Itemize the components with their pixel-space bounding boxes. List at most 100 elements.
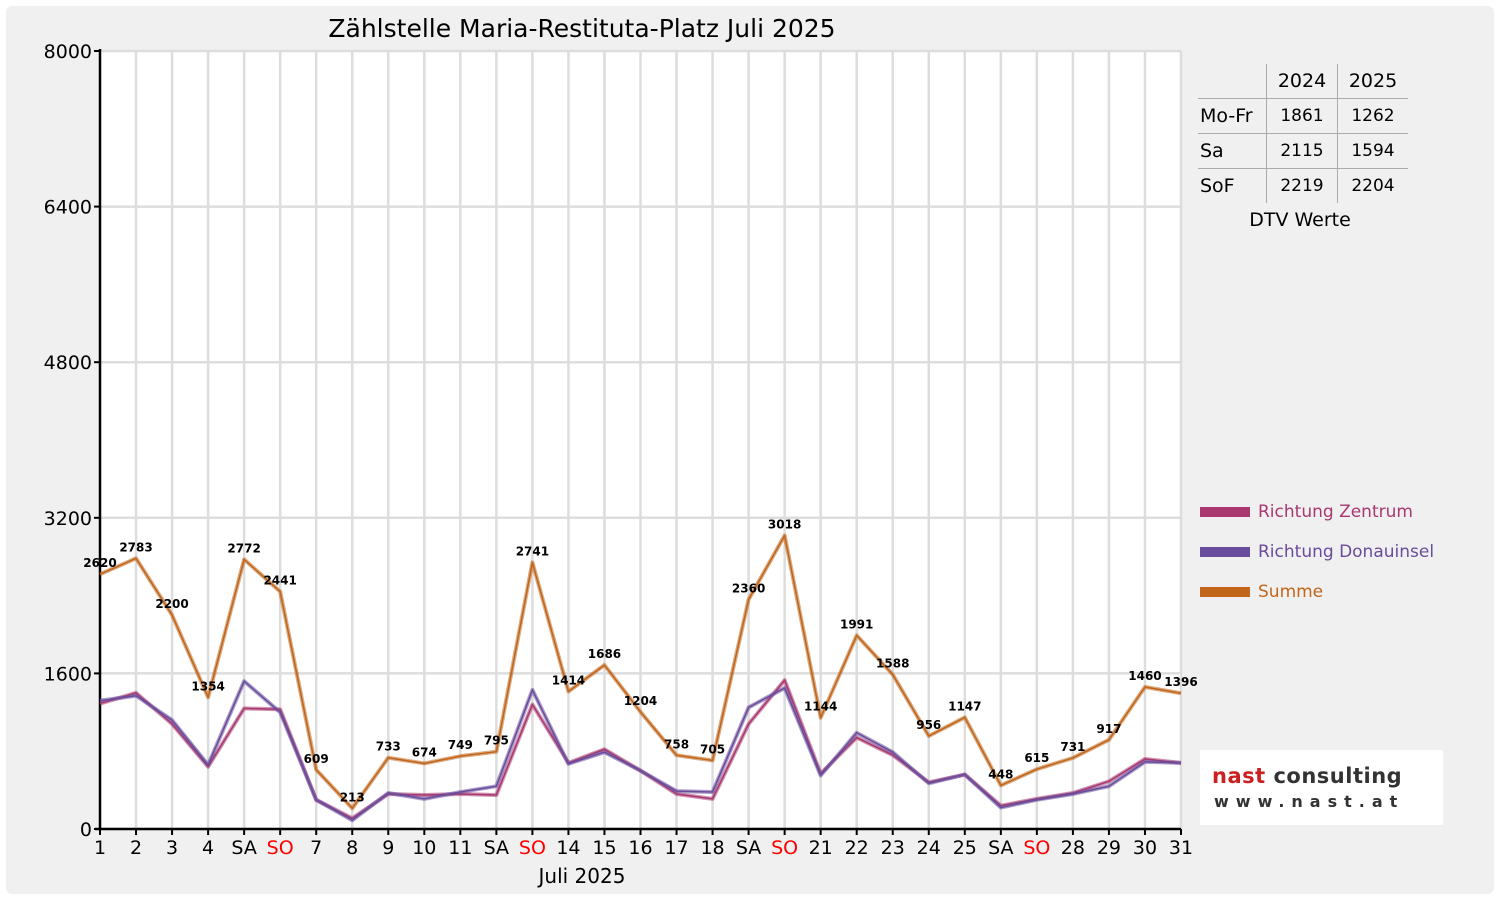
dtv-year-2024: 2024 — [1266, 64, 1338, 99]
x-tick-label: 28 — [1061, 837, 1085, 859]
x-tick-label: SO — [267, 837, 294, 859]
y-tick-label: 0 — [80, 819, 92, 841]
x-tick-label: 25 — [953, 837, 977, 859]
legend-label: Richtung Donauinsel — [1258, 542, 1435, 562]
x-tick-label: SA — [231, 837, 256, 859]
data-label: 1414 — [552, 673, 585, 687]
dtv-caption: DTV Werte — [1249, 209, 1351, 231]
data-label: 731 — [1060, 740, 1085, 754]
data-label: 3018 — [768, 517, 801, 531]
x-tick-label: SO — [519, 837, 546, 859]
x-tick-label: 2 — [130, 837, 142, 859]
legend-item-donauinsel: Richtung Donauinsel — [1200, 532, 1434, 572]
data-label: 749 — [448, 738, 473, 752]
legend-label: Summe — [1258, 582, 1324, 602]
y-tick-label: 4800 — [44, 352, 92, 374]
y-tick-label: 8000 — [44, 41, 92, 63]
data-label: 956 — [916, 718, 941, 732]
dtv-row-label: SoF — [1198, 168, 1267, 203]
series-line — [99, 534, 1182, 810]
logo-url: www.nast.at — [1214, 792, 1405, 811]
data-label: 1588 — [876, 657, 909, 671]
x-tick-label: 7 — [310, 837, 322, 859]
data-label: 758 — [664, 737, 689, 751]
dtv-year-2025: 2025 — [1337, 64, 1408, 99]
data-label: 733 — [376, 740, 401, 754]
data-label: 2620 — [83, 556, 116, 570]
x-tick-label: 9 — [382, 837, 394, 859]
x-axis-label: Juli 2025 — [537, 864, 626, 888]
x-tick-label: 31 — [1169, 837, 1193, 859]
data-label: 2441 — [263, 574, 296, 588]
legend-item-summe: Summe — [1200, 572, 1434, 612]
data-label: 1204 — [624, 694, 657, 708]
data-label: 1144 — [804, 700, 837, 714]
legend-swatch — [1200, 587, 1250, 597]
data-label: 2741 — [516, 544, 549, 558]
dtv-cell: 2204 — [1337, 168, 1408, 203]
x-tick-label: SO — [771, 837, 798, 859]
data-label: 1354 — [191, 679, 224, 693]
x-tick-label: 3 — [166, 837, 178, 859]
dtv-row-label: Mo-Fr — [1198, 98, 1267, 134]
x-tick-label: 22 — [845, 837, 869, 859]
x-tick-label: 29 — [1097, 837, 1121, 859]
x-tick-label: 11 — [448, 837, 472, 859]
data-label: 1396 — [1164, 675, 1197, 689]
data-label: 213 — [340, 790, 365, 804]
x-tick-label: 18 — [700, 837, 724, 859]
dtv-cell: 1262 — [1337, 98, 1408, 134]
data-label: 448 — [988, 767, 1013, 781]
dtv-table: 2024 2025 Mo-Fr 1861 1262 Sa 2115 1594 S… — [1198, 64, 1408, 203]
data-label: 674 — [412, 745, 437, 759]
data-label: 705 — [700, 742, 725, 756]
y-tick-label: 3200 — [44, 508, 92, 530]
x-tick-label: 17 — [664, 837, 688, 859]
y-tick-label: 6400 — [44, 197, 92, 219]
x-tick-label: 4 — [202, 837, 214, 859]
data-label: 795 — [484, 734, 509, 748]
data-label: 1686 — [588, 647, 621, 661]
x-tick-label: SA — [484, 837, 509, 859]
data-label: 2772 — [227, 541, 260, 555]
x-tick-labels: 1 2 3 4 SA SO 7 8 9 10 11 SA SO 14 15 16 17 18 SA SO 21 22 23 2… — [94, 837, 1193, 859]
legend-swatch — [1200, 547, 1250, 557]
data-label: 917 — [1096, 722, 1121, 736]
x-tick-label: SA — [988, 837, 1013, 859]
series-lines — [99, 533, 1182, 823]
legend: Richtung Zentrum Richtung Donauinsel Sum… — [1200, 492, 1434, 612]
x-tick-label: 15 — [592, 837, 616, 859]
x-tick-label: 10 — [412, 837, 436, 859]
data-label: 2783 — [119, 540, 152, 554]
x-tick-label: SO — [1023, 837, 1050, 859]
series-line — [99, 680, 1182, 821]
x-tick-label: 23 — [881, 837, 905, 859]
data-label: 615 — [1024, 751, 1049, 765]
data-label: 1991 — [840, 617, 873, 631]
legend-label: Richtung Zentrum — [1258, 502, 1413, 522]
dtv-row-label: Sa — [1198, 133, 1267, 169]
data-label: 609 — [304, 752, 329, 766]
data-label: 2200 — [155, 597, 188, 611]
x-tick-label: SA — [736, 837, 761, 859]
logo-name: nast consulting — [1212, 764, 1403, 788]
dtv-cell: 2219 — [1266, 168, 1338, 203]
x-tick-label: 14 — [556, 837, 580, 859]
y-tick-label: 1600 — [44, 663, 92, 685]
x-tick-label: 21 — [809, 837, 833, 859]
x-tick-label: 16 — [628, 837, 652, 859]
x-tick-label: 24 — [917, 837, 941, 859]
legend-item-zentrum: Richtung Zentrum — [1200, 492, 1434, 532]
nast-consulting-logo: nast consulting www.nast.at — [1200, 750, 1443, 825]
x-tick-label: 1 — [94, 837, 106, 859]
x-tick-label: 8 — [346, 837, 358, 859]
dtv-cell: 1594 — [1337, 133, 1408, 169]
dtv-cell: 1861 — [1266, 98, 1338, 134]
chart-title: Zählstelle Maria-Restituta-Platz Juli 20… — [328, 14, 835, 43]
data-label: 1460 — [1128, 669, 1161, 683]
dtv-cell: 2115 — [1266, 133, 1338, 169]
legend-swatch — [1200, 507, 1250, 517]
x-tick-label: 30 — [1133, 837, 1157, 859]
